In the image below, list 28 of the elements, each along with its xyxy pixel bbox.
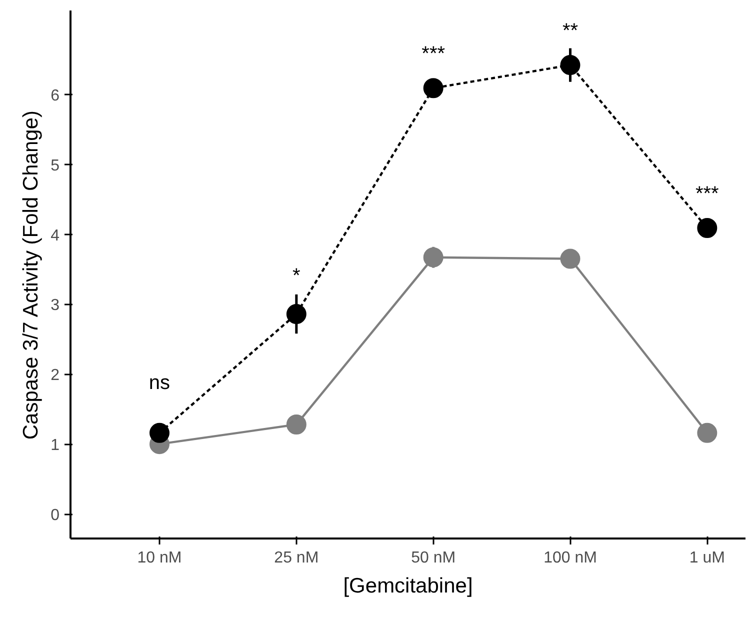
point	[423, 78, 444, 98]
x-tick-label: 25 nM	[274, 550, 319, 566]
y-tick-label: 4	[50, 227, 60, 244]
point	[286, 304, 306, 324]
y-tick-label: 3	[50, 297, 60, 314]
x-tick-label: 50 nM	[411, 550, 456, 566]
x-tick-label: 100 nM	[544, 550, 597, 566]
y-tick-label: 2	[50, 367, 60, 384]
y-tick-label: 5	[50, 157, 60, 174]
y-tick-label: 1	[50, 437, 60, 454]
annotation: ***	[695, 182, 720, 205]
y-tick-label: 6	[50, 87, 60, 104]
point	[560, 55, 580, 76]
x-tick-label: 10 nM	[137, 550, 182, 566]
point	[697, 218, 718, 238]
y-axis-title: Caspase 3/7 Activity (Fold Change)	[20, 110, 43, 440]
point	[149, 422, 170, 443]
x-axis-title: [Gemcitabine]	[343, 574, 473, 598]
annotation: ***	[422, 43, 446, 66]
y-tick-label: 0	[50, 507, 60, 524]
annotation: ns	[148, 372, 170, 394]
point	[697, 422, 718, 443]
x-tick-label: 1 uM	[689, 550, 725, 566]
point	[560, 248, 580, 269]
point	[423, 247, 444, 268]
annotation: **	[562, 20, 578, 42]
annotation: *	[292, 265, 301, 288]
point	[286, 414, 306, 434]
